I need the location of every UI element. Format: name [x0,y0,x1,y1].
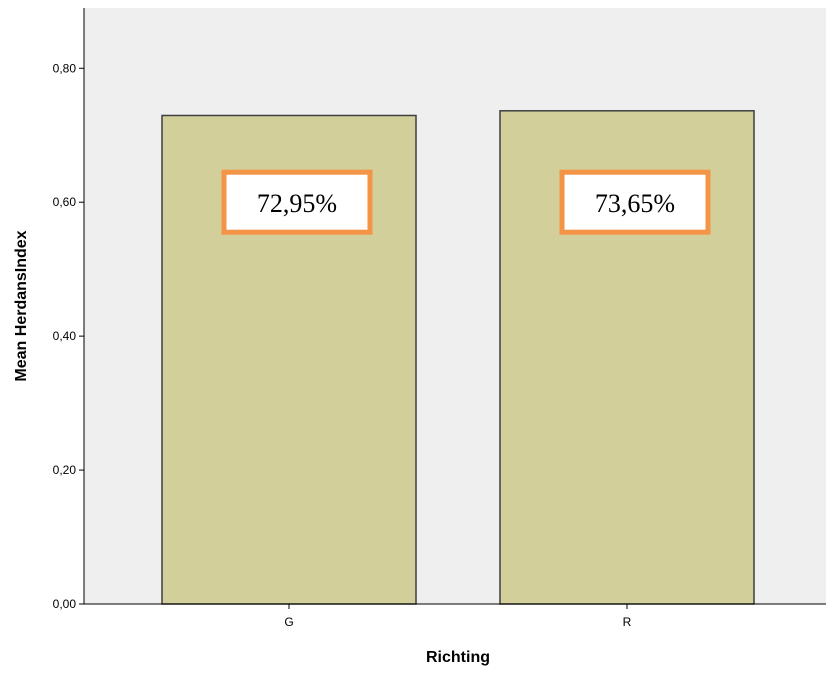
data-label: 72,95% [257,189,337,218]
y-tick-label: 0,00 [53,597,77,611]
data-label: 73,65% [595,189,675,218]
y-tick-label: 0,20 [53,463,77,477]
y-tick-label: 0,80 [53,61,77,75]
data-label-box [221,169,373,235]
y-tick-label: 0,40 [53,329,77,343]
y-tick-label: 0,60 [53,195,77,209]
data-label-box [559,169,711,235]
x-axis-title: Richting [426,649,490,666]
data-labels-group: 72,95% 73,65% [221,169,711,235]
axes-group: 0,00 0,20 0,40 0,60 0,80 G R [53,8,826,629]
x-tick-label: G [284,615,293,629]
x-tick-label: R [623,615,632,629]
y-axis-title: Mean HerdansIndex [13,230,30,381]
